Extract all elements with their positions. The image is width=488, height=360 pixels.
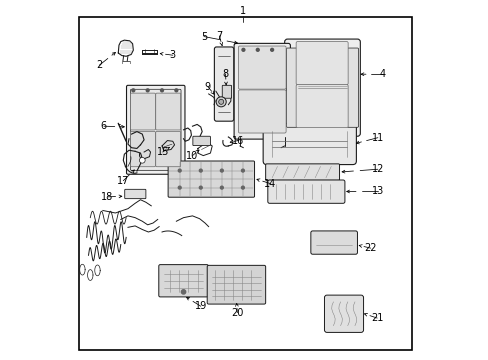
Circle shape [199, 169, 202, 172]
FancyBboxPatch shape [192, 136, 210, 145]
FancyBboxPatch shape [222, 85, 231, 98]
Text: 8: 8 [222, 69, 228, 79]
Circle shape [178, 186, 181, 189]
Text: 4: 4 [379, 69, 385, 79]
Circle shape [220, 186, 223, 189]
Text: 13: 13 [371, 186, 383, 197]
Text: 19: 19 [194, 301, 206, 311]
FancyBboxPatch shape [324, 295, 363, 332]
FancyBboxPatch shape [286, 48, 297, 127]
FancyBboxPatch shape [126, 85, 184, 174]
Text: 3: 3 [169, 50, 176, 60]
Circle shape [242, 48, 244, 51]
Text: 17: 17 [117, 176, 129, 186]
FancyBboxPatch shape [263, 123, 356, 165]
Circle shape [256, 48, 259, 51]
Circle shape [160, 89, 163, 92]
Circle shape [218, 99, 223, 104]
Text: 15: 15 [156, 147, 168, 157]
Text: 6: 6 [101, 121, 107, 131]
Text: 5: 5 [201, 32, 207, 41]
FancyBboxPatch shape [168, 161, 254, 197]
FancyBboxPatch shape [265, 164, 339, 180]
Circle shape [220, 169, 223, 172]
Circle shape [199, 186, 202, 189]
FancyBboxPatch shape [130, 89, 181, 170]
Circle shape [241, 169, 244, 172]
FancyBboxPatch shape [346, 48, 358, 127]
Text: 12: 12 [371, 164, 383, 174]
FancyBboxPatch shape [207, 265, 265, 304]
FancyBboxPatch shape [124, 189, 145, 199]
Text: 21: 21 [370, 313, 383, 323]
FancyBboxPatch shape [310, 231, 357, 254]
FancyBboxPatch shape [238, 90, 285, 133]
FancyBboxPatch shape [296, 85, 347, 128]
FancyBboxPatch shape [234, 43, 290, 139]
Text: 11: 11 [371, 133, 383, 143]
Circle shape [132, 89, 135, 92]
Text: 9: 9 [204, 82, 210, 92]
FancyBboxPatch shape [155, 131, 180, 167]
Text: 18: 18 [101, 192, 113, 202]
Text: 2: 2 [96, 60, 102, 70]
FancyBboxPatch shape [159, 265, 208, 297]
Text: 20: 20 [231, 308, 243, 318]
FancyBboxPatch shape [267, 180, 344, 203]
FancyBboxPatch shape [238, 46, 285, 89]
Circle shape [181, 290, 185, 294]
FancyBboxPatch shape [130, 131, 155, 167]
Circle shape [139, 157, 145, 163]
FancyBboxPatch shape [284, 39, 360, 136]
Circle shape [178, 169, 181, 172]
Text: 22: 22 [364, 243, 376, 253]
FancyBboxPatch shape [296, 41, 347, 85]
FancyBboxPatch shape [155, 93, 180, 130]
Text: 10: 10 [186, 150, 198, 161]
Circle shape [216, 97, 226, 107]
Circle shape [175, 89, 178, 92]
Text: 1: 1 [240, 6, 246, 17]
FancyBboxPatch shape [214, 47, 233, 121]
Circle shape [146, 89, 149, 92]
Text: 7: 7 [216, 31, 222, 41]
Circle shape [270, 48, 273, 51]
FancyBboxPatch shape [130, 93, 155, 130]
Circle shape [241, 186, 244, 189]
Text: 16: 16 [231, 136, 244, 145]
Text: 14: 14 [264, 179, 276, 189]
